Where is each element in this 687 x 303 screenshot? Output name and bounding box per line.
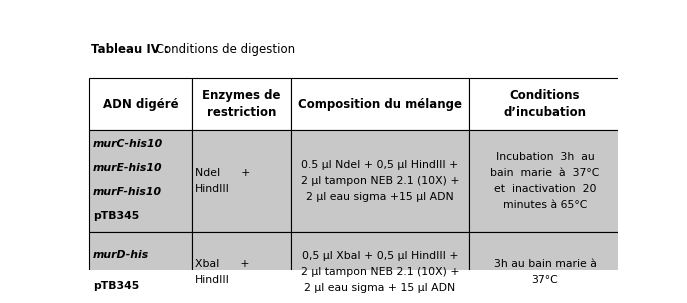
Bar [192, 232, 291, 303]
Bar [89, 130, 192, 232]
Text: et  inactivation  20: et inactivation 20 [494, 184, 596, 194]
Text: Conditions de digestion: Conditions de digestion [153, 43, 295, 56]
Text: Enzymes de: Enzymes de [203, 89, 281, 102]
Bar [469, 232, 621, 303]
Text: Conditions: Conditions [510, 89, 581, 102]
Text: murC-his10: murC-his10 [93, 139, 163, 149]
Text: 3h au bain marie à: 3h au bain marie à [494, 259, 596, 269]
Text: HindIII: HindIII [195, 184, 230, 194]
Text: murD-his: murD-his [93, 250, 149, 260]
Bar [192, 78, 291, 130]
Bar [469, 78, 621, 130]
Bar [89, 232, 192, 303]
Text: minutes à 65°C: minutes à 65°C [503, 200, 587, 210]
Text: ADN digéré: ADN digéré [102, 98, 178, 111]
Text: XbaI      +: XbaI + [195, 259, 249, 269]
Text: 2 µl tampon NEB 2.1 (10X) +: 2 µl tampon NEB 2.1 (10X) + [301, 176, 460, 186]
Text: restriction: restriction [207, 106, 276, 119]
Text: murF-his10: murF-his10 [93, 187, 162, 197]
Text: pTB345: pTB345 [93, 281, 139, 291]
Text: 2 µl eau sigma +15 µl ADN: 2 µl eau sigma +15 µl ADN [306, 192, 454, 202]
Text: pTB345: pTB345 [93, 211, 139, 221]
Bar [291, 232, 469, 303]
Text: Incubation  3h  au: Incubation 3h au [496, 152, 594, 162]
Text: 0.5 µl NdeI + 0,5 µl HindIII +: 0.5 µl NdeI + 0,5 µl HindIII + [302, 160, 459, 170]
Bar [469, 130, 621, 232]
Text: 2 µl tampon NEB 2.1 (10X) +: 2 µl tampon NEB 2.1 (10X) + [301, 267, 460, 277]
Bar [192, 130, 291, 232]
Text: 2 µl eau sigma + 15 µl ADN: 2 µl eau sigma + 15 µl ADN [304, 283, 455, 293]
Text: Composition du mélange: Composition du mélange [298, 98, 462, 111]
Text: 0,5 µl XbaI + 0,5 µl HindIII +: 0,5 µl XbaI + 0,5 µl HindIII + [302, 251, 458, 261]
Text: murE-his10: murE-his10 [93, 163, 162, 173]
Text: NdeI      +: NdeI + [195, 168, 250, 178]
Text: 37°C: 37°C [532, 275, 559, 285]
Bar [291, 130, 469, 232]
Text: bain  marie  à  37°C: bain marie à 37°C [491, 168, 600, 178]
Bar [89, 78, 192, 130]
Bar [291, 78, 469, 130]
Text: HindIII: HindIII [195, 275, 230, 285]
Text: d’incubation: d’incubation [504, 106, 587, 119]
Text: Tableau IV :: Tableau IV : [91, 43, 169, 56]
